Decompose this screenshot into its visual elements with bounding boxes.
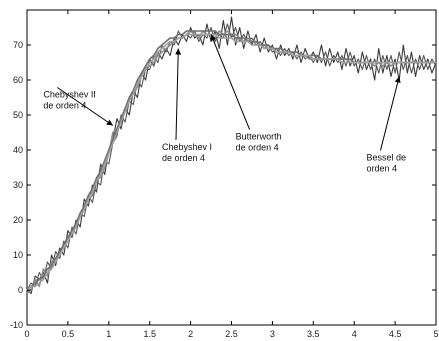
y-tick-label: 0 [18,285,23,295]
x-tick-label: 3.5 [307,329,320,339]
y-tick-label: 50 [13,110,23,120]
x-tick-label: 0.5 [62,329,75,339]
series-layer [26,16,437,295]
annotation-1: Chebyshev II de orden 4 [43,87,114,126]
x-tick-label: 5 [433,329,438,339]
annotation-text: Bessel de orden 4 [366,153,406,174]
plot-area: 0 0.5 1 1.5 2 2.5 3 3.5 4 4.5 5 -10010203040506070… [10,9,439,339]
annotation-arrow [379,76,400,151]
annotation-text: Chebyshev II de orden 4 [43,90,96,111]
x-tick-label: 3 [270,329,275,339]
annotation-arrowhead [210,34,217,42]
y-tick-label: 70 [13,40,23,50]
x-tick-label: 2 [188,329,193,339]
x-tick-label: 1 [106,329,111,339]
annotation-arrow [175,48,179,141]
y-tick-label: 60 [13,75,23,85]
y-tick-label: -10 [10,320,23,330]
y-tick-label: 30 [13,180,23,190]
y-tick-label: 20 [13,215,23,225]
x-tick-label: 2.5 [225,329,238,339]
annotation-arrow [210,34,251,130]
annotation-text: Butterworth de orden 4 [236,132,282,153]
annotation-3: Butterworth de orden 4 [210,34,282,153]
annotation-4: Bessel de orden 4 [366,76,406,174]
y-axis: -10 0 10 20 30 40 50 60 70 [10,40,436,330]
x-tick-label: 1.5 [143,329,156,339]
y-tick-label: 10 [13,250,23,260]
x-tick-label: 4 [352,329,357,339]
annotation-arrowhead [106,119,113,126]
annotation-arrowhead [394,76,401,84]
annotation-arrowhead [175,48,182,55]
y-tick-label: 40 [13,145,23,155]
annotation-arrow [57,87,114,126]
x-axis: 0 0.5 1 1.5 2 2.5 3 3.5 4 4.5 5 [24,10,439,339]
x-tick-label: 0 [24,329,29,339]
x-tick-label: 4.5 [389,329,402,339]
series-line-5 [26,33,436,291]
